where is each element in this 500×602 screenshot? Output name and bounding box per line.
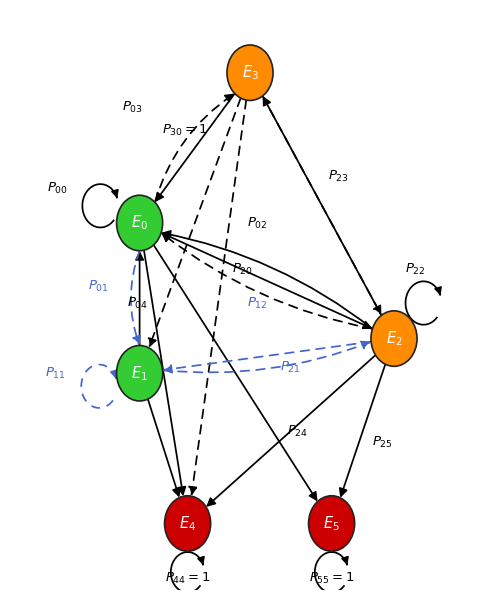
Circle shape [116,195,162,250]
Text: $E_1$: $E_1$ [131,364,148,383]
Text: $P_{00}$: $P_{00}$ [48,181,68,196]
Text: $P_{11}$: $P_{11}$ [45,365,66,381]
Text: $P_{23}$: $P_{23}$ [328,169,349,184]
Text: $P_{01}$: $P_{01}$ [88,279,109,294]
Text: $E_0$: $E_0$ [131,214,148,232]
Circle shape [308,496,354,551]
Text: $P_{21}$: $P_{21}$ [280,360,301,375]
Text: $P_{04}$: $P_{04}$ [126,296,148,311]
Circle shape [116,346,162,401]
Text: $P_{44}=1$: $P_{44}=1$ [165,571,210,586]
Text: $E_3$: $E_3$ [242,63,258,82]
Text: $P_{02}$: $P_{02}$ [247,216,268,231]
Text: $P_{12}$: $P_{12}$ [247,296,268,311]
Text: $E_4$: $E_4$ [179,514,196,533]
Text: $P_{55}=1$: $P_{55}=1$ [309,571,354,586]
Text: $P_{25}$: $P_{25}$ [372,435,392,450]
Circle shape [164,496,210,551]
Text: $P_{30}=1$: $P_{30}=1$ [162,123,208,138]
Circle shape [227,45,273,101]
Text: $P_{20}$: $P_{20}$ [232,262,254,277]
Text: $E_2$: $E_2$ [386,329,402,348]
Text: $P_{03}$: $P_{03}$ [122,100,143,115]
Text: $P_{22}$: $P_{22}$ [405,262,426,277]
Circle shape [371,311,417,366]
Text: $E_5$: $E_5$ [323,514,340,533]
Text: $P_{24}$: $P_{24}$ [288,423,308,439]
